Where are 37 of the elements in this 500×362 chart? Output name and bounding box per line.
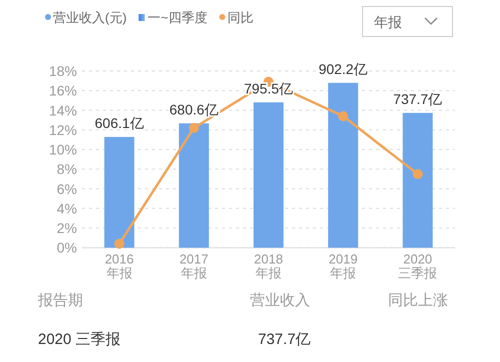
bar <box>178 123 209 248</box>
text: 737.7亿 <box>258 331 311 348</box>
text: 营业收入 <box>250 292 310 309</box>
bar <box>104 136 134 248</box>
legend-label: 同比 <box>227 10 254 25</box>
text: 2020 三季报 <box>38 331 121 348</box>
y-tick-label: 14% <box>48 102 77 118</box>
y-tick-label: 16% <box>48 82 77 99</box>
point <box>188 122 199 133</box>
x-tick-label: 2020 三季报 <box>398 252 438 281</box>
data-label: 902.2亿 <box>318 60 368 77</box>
y-tick-label: 2% <box>56 220 77 236</box>
y-tick-label: 0% <box>56 240 77 256</box>
dropdown: 年报 <box>362 6 453 37</box>
bar <box>402 112 433 248</box>
data-label: 680.6亿 <box>169 101 218 118</box>
y-tick-label: 18% <box>48 63 77 79</box>
x-tick-label: 2017 年报 <box>179 252 208 281</box>
y-tick-label: 8% <box>56 161 77 178</box>
text: 报告期 <box>37 292 83 309</box>
x-tick-label: 2019 年报 <box>328 252 358 281</box>
y-tick-label: 4% <box>56 200 77 216</box>
bar <box>328 82 358 248</box>
x-tick-label: 2018 年报 <box>254 252 283 281</box>
point <box>114 238 124 249</box>
text: 同比上涨 <box>388 292 448 309</box>
x-tick-label: 2016 年报 <box>104 252 134 281</box>
bar <box>254 102 284 248</box>
y-tick-label: 10% <box>48 142 77 158</box>
data-label: 737.7亿 <box>393 90 442 107</box>
text: 一~四季度 <box>148 10 208 25</box>
data-label: 606.1亿 <box>94 114 144 131</box>
point <box>412 169 423 180</box>
point <box>338 111 348 122</box>
legend-label: 营业收入(元) <box>53 10 127 25</box>
y-tick-label: 12% <box>48 122 77 138</box>
y-tick-label: 6% <box>56 180 77 197</box>
